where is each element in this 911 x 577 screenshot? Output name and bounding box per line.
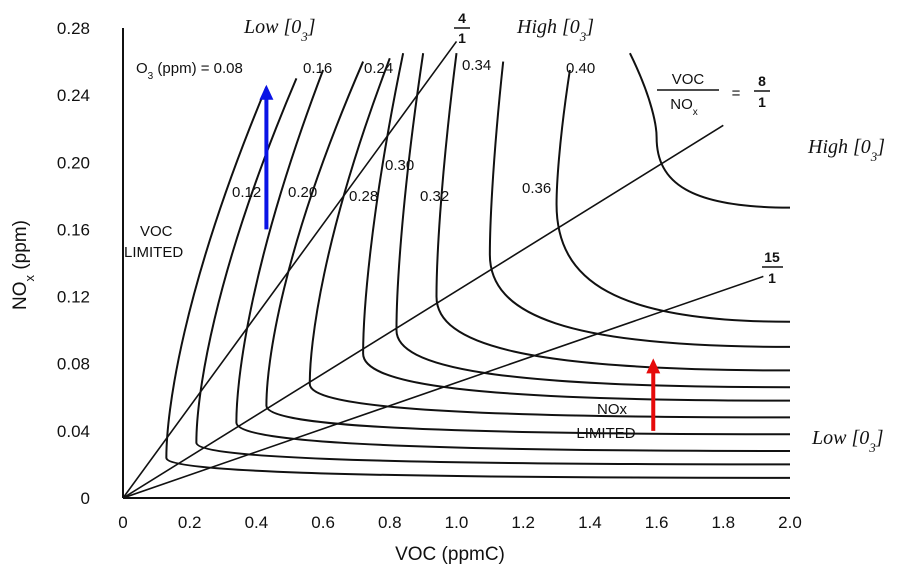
isopleth-0.3: [395, 53, 791, 389]
isopleth-0.4: [629, 52, 791, 209]
svg-text:NOx: NOx: [670, 96, 698, 118]
annotation-low-o3-right: Low [03]: [811, 427, 884, 455]
x-tick-label: 1.4: [578, 513, 602, 532]
x-tick-label: 0: [118, 513, 127, 532]
x-tick-label: 0.8: [378, 513, 402, 532]
nox-limited-label-1: NOx: [597, 401, 628, 418]
x-tick-label: 1.0: [445, 513, 469, 532]
arrow-head: [259, 84, 274, 100]
isopleth-label: 0.30: [385, 157, 414, 174]
y-tick-label: 0.28: [57, 19, 90, 38]
x-axis-title: VOC (ppmC): [395, 544, 505, 565]
isopleth-0.2: [265, 61, 791, 436]
o3-prefix-label: O3 (ppm) = 0.08: [136, 60, 243, 82]
isopleth-label: 0.12: [232, 184, 261, 201]
x-tick-label: 1.8: [711, 513, 735, 532]
arrow-head: [646, 358, 661, 374]
y-tick-label: 0.08: [57, 355, 90, 374]
x-tick-label: 2.0: [778, 513, 802, 532]
isopleth-label: 0.28: [349, 188, 378, 205]
svg-text:8: 8: [758, 73, 766, 89]
trend-arrows: [259, 84, 661, 431]
x-tick-label: 0.4: [245, 513, 269, 532]
svg-text:VOC: VOC: [672, 71, 705, 88]
isopleth-0.36: [555, 69, 791, 323]
voc-limited-label-2: LIMITED: [124, 244, 183, 261]
y-axis-title: NOx (ppm): [10, 220, 37, 310]
isopleth-label: 0.40: [566, 60, 595, 77]
svg-text:1: 1: [458, 30, 466, 46]
y-tick-label: 0.04: [57, 422, 90, 441]
ozone-isopleths: [165, 52, 791, 479]
isopleth-0.34: [488, 61, 791, 348]
isopleth-label: 0.16: [303, 60, 332, 77]
ratio-label-15-1: 15 1: [762, 249, 783, 286]
y-tick-label: 0.16: [57, 220, 90, 239]
isopleth-label: 0.32: [420, 188, 449, 205]
isopleth-0.08: [165, 86, 791, 479]
isopleth-0.12: [195, 77, 791, 466]
y-tick-labels: 0 0.04 0.08 0.12 0.16 0.20 0.24 0.28: [57, 19, 90, 508]
svg-text:4: 4: [458, 10, 466, 26]
y-tick-label: 0.24: [57, 86, 90, 105]
voc-limited-label-1: VOC: [140, 223, 173, 240]
isopleth-label: 0.36: [522, 180, 551, 197]
annotation-high-o3-right: High [03]: [807, 136, 885, 164]
svg-text:15: 15: [764, 249, 780, 265]
x-tick-label: 0.6: [311, 513, 335, 532]
isopleth-0.24: [308, 57, 791, 419]
annotation-high-o3-top: High [03]: [516, 16, 594, 44]
svg-text:1: 1: [768, 270, 776, 286]
ratio-line-8-1: [122, 124, 724, 499]
annotation-low-o3-top: Low [03]: [243, 16, 316, 44]
x-tick-label: 0.2: [178, 513, 202, 532]
y-tick-label: 0.12: [57, 288, 90, 307]
y-tick-label: 0: [81, 489, 90, 508]
ratio-label-voc-nox-8-1: VOC NOx = 8 1: [657, 71, 770, 118]
isopleth-0.28: [362, 52, 791, 402]
svg-text:=: =: [732, 85, 741, 102]
nox-limited-label-2: LIMITED: [576, 425, 635, 442]
x-tick-labels: 0 0.2 0.4 0.6 0.8 1.0 1.2 1.4 1.6 1.8 2.0: [118, 513, 802, 532]
isopleth-0.16: [235, 69, 791, 452]
isopleth-0.32: [435, 53, 791, 372]
x-tick-label: 1.6: [645, 513, 669, 532]
isopleth-label: 0.20: [288, 184, 317, 201]
isopleth-label: 0.34: [462, 57, 491, 74]
x-tick-label: 1.2: [511, 513, 535, 532]
y-tick-label: 0.20: [57, 153, 90, 172]
isopleth-label: 0.24: [364, 60, 393, 77]
ratio-label-4-1: 4 1: [454, 10, 470, 46]
svg-text:1: 1: [758, 94, 766, 110]
